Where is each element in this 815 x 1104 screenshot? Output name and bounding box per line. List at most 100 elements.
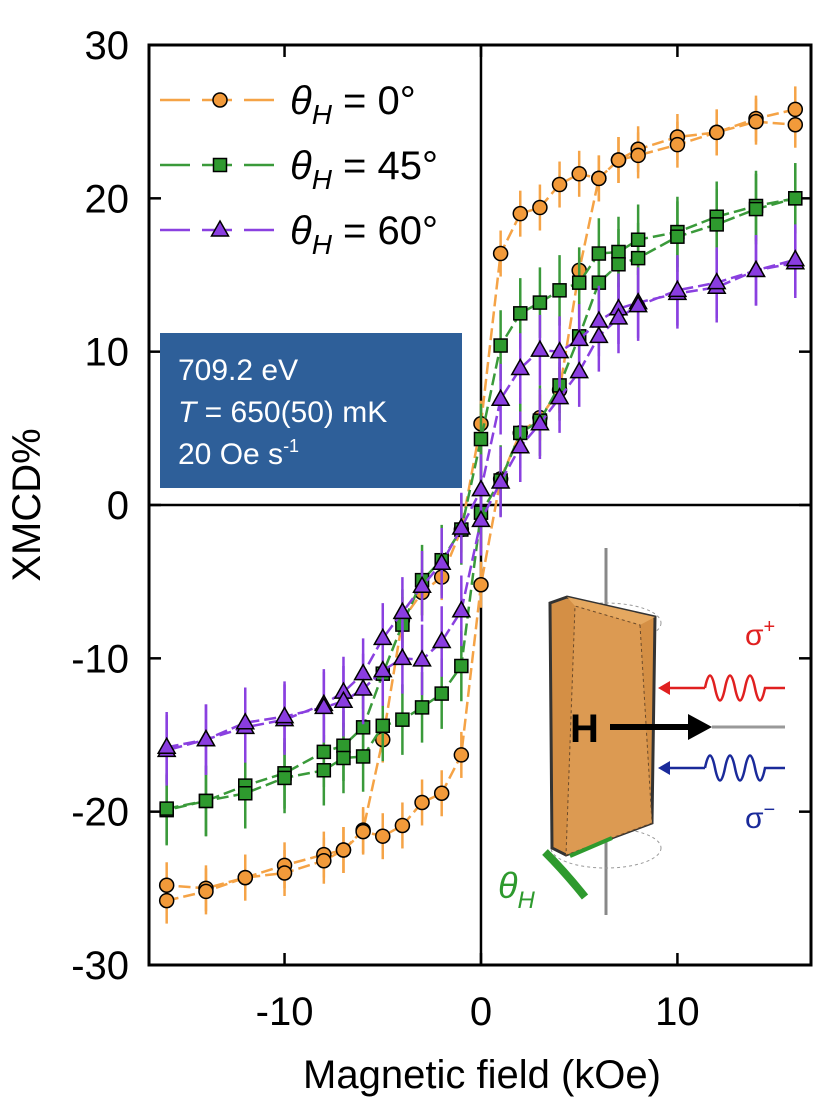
plot: -30 -20 -10 0 10 20 30 -10 0 10 709.2 eV T = 650(50… (71, 24, 813, 1034)
marker (412, 649, 432, 667)
marker (333, 690, 354, 709)
inset-diagram: H σ+ σ− θH (498, 548, 785, 915)
marker (274, 706, 295, 724)
marker (551, 176, 568, 193)
info-sup: -1 (283, 436, 299, 456)
sup: + (764, 616, 776, 638)
marker (392, 647, 413, 666)
marker (746, 259, 766, 278)
y-tick-label: 20 (85, 177, 130, 221)
marker (198, 793, 214, 809)
marker (434, 686, 449, 701)
plot-frame (147, 43, 813, 967)
marker (569, 328, 589, 347)
marker (787, 101, 804, 118)
marker (490, 388, 511, 406)
theta-line (569, 836, 613, 858)
marker (788, 191, 803, 206)
marker (708, 124, 725, 141)
marker (235, 712, 256, 730)
marker (670, 229, 685, 244)
marker (336, 738, 351, 753)
sigma-minus-label: σ− (745, 799, 775, 835)
marker (471, 479, 491, 497)
arrowhead-minus (658, 761, 670, 775)
legend-label: θH = 0° (290, 79, 416, 130)
marker (610, 152, 627, 168)
legend-label: θH = 45° (290, 144, 438, 195)
series (156, 224, 806, 786)
helix-plus (703, 674, 785, 702)
sigma: σ (745, 619, 764, 652)
marker (412, 575, 432, 594)
theta-arc (542, 849, 589, 900)
marker (473, 576, 489, 593)
marker (314, 696, 334, 715)
marker (414, 794, 430, 811)
sigma: σ (745, 802, 764, 835)
marker (667, 279, 688, 298)
marker (451, 517, 472, 535)
marker (198, 883, 214, 900)
marker (372, 627, 393, 646)
y-tick-label: 10 (85, 331, 130, 375)
crystal-face (565, 605, 653, 856)
marker (532, 295, 548, 310)
crystal-top (567, 597, 655, 625)
info-text: 20 Oe s (178, 438, 283, 471)
info-line: 709.2 eV (178, 354, 298, 387)
legend-marker (212, 92, 228, 108)
marker (353, 678, 373, 696)
marker (353, 663, 373, 681)
marker (375, 718, 391, 734)
y-tick-label: -10 (71, 637, 129, 681)
marker (392, 601, 413, 620)
marker (608, 307, 629, 325)
marker (431, 630, 452, 649)
x-tick-label: 0 (470, 990, 492, 1034)
legend-marker (210, 219, 230, 237)
x-tick-label: 10 (655, 990, 700, 1034)
marker (510, 436, 531, 454)
marker (510, 358, 531, 376)
marker (630, 147, 646, 164)
marker (591, 246, 607, 261)
legend-label: θH = 60° (290, 209, 438, 260)
marker (552, 283, 567, 298)
marker (473, 431, 489, 447)
marker (433, 785, 450, 802)
marker (372, 660, 393, 678)
marker (158, 877, 175, 894)
info-italic: T (178, 396, 199, 429)
y-tick-label: -30 (71, 944, 129, 988)
marker (316, 763, 332, 778)
marker (512, 205, 529, 222)
marker (277, 770, 292, 786)
x-axis-title: Magnetic field (kOe) (303, 1053, 661, 1097)
marker (355, 823, 371, 840)
marker (611, 257, 626, 272)
marker (549, 341, 570, 359)
info-line: T = 650(50) mK (178, 396, 387, 429)
info-line: 20 Oe s-1 (178, 436, 299, 471)
info-box (160, 333, 462, 488)
marker (630, 250, 646, 266)
marker (569, 361, 589, 379)
marker (706, 272, 727, 290)
legend-marker (212, 157, 228, 173)
marker (316, 852, 332, 869)
marker (375, 828, 391, 844)
marker (156, 736, 177, 755)
theta-label: θH (498, 865, 536, 914)
marker (611, 244, 626, 260)
info-text: = 650(50) mK (196, 396, 387, 429)
marker (451, 600, 472, 618)
marker (530, 339, 550, 357)
y-tick-label: 0 (107, 484, 129, 528)
marker (316, 744, 332, 760)
marker (394, 817, 411, 834)
helix-minus (703, 754, 785, 782)
marker (571, 275, 587, 290)
